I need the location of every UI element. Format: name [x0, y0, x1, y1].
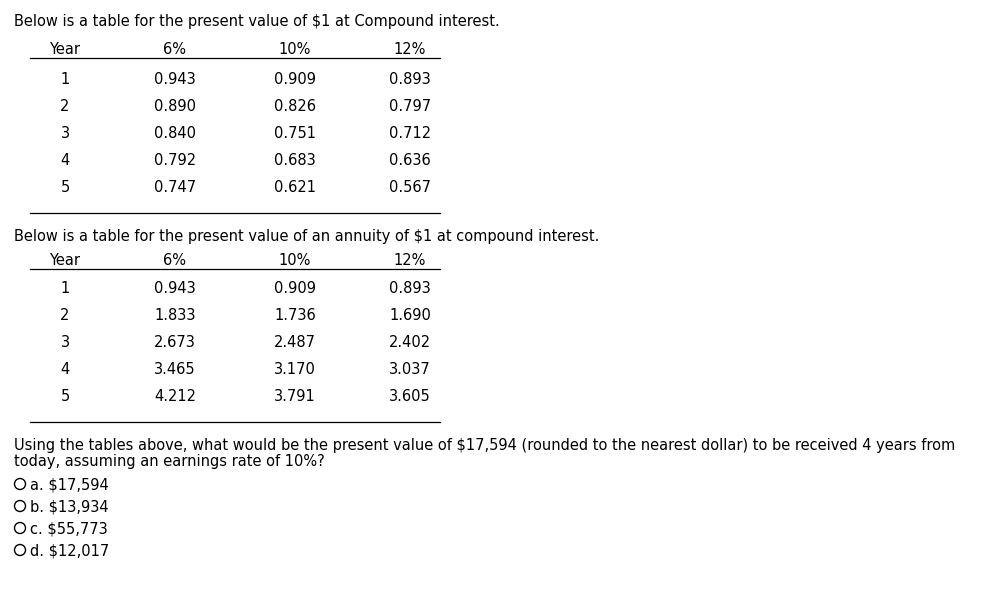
Text: 0.797: 0.797 — [389, 99, 431, 114]
Text: 4: 4 — [60, 153, 69, 168]
Text: Below is a table for the present value of an annuity of $1 at compound interest.: Below is a table for the present value o… — [14, 229, 599, 244]
Text: today, assuming an earnings rate of 10%?: today, assuming an earnings rate of 10%? — [14, 454, 324, 469]
Text: 3: 3 — [60, 126, 69, 141]
Text: Using the tables above, what would be the present value of $17,594 (rounded to t: Using the tables above, what would be th… — [14, 438, 955, 453]
Text: 5: 5 — [60, 180, 69, 195]
Text: 1.833: 1.833 — [154, 308, 196, 323]
Text: 1.690: 1.690 — [389, 308, 431, 323]
Text: 0.909: 0.909 — [274, 72, 316, 87]
Text: 6%: 6% — [163, 42, 187, 57]
Text: 2: 2 — [60, 308, 69, 323]
Text: 5: 5 — [60, 389, 69, 404]
Text: 0.826: 0.826 — [274, 99, 316, 114]
Text: 3: 3 — [60, 335, 69, 350]
Text: 10%: 10% — [279, 42, 312, 57]
Text: Year: Year — [49, 42, 80, 57]
Text: 12%: 12% — [394, 253, 426, 268]
Text: 2: 2 — [60, 99, 69, 114]
Text: 2.487: 2.487 — [274, 335, 316, 350]
Text: 1: 1 — [60, 72, 69, 87]
Text: b. $13,934: b. $13,934 — [30, 500, 108, 515]
Text: Year: Year — [49, 253, 80, 268]
Text: 0.712: 0.712 — [389, 126, 431, 141]
Text: 0.840: 0.840 — [154, 126, 196, 141]
Text: d. $12,017: d. $12,017 — [30, 544, 109, 559]
Text: c. $55,773: c. $55,773 — [30, 522, 107, 537]
Text: 6%: 6% — [163, 253, 187, 268]
Text: Below is a table for the present value of $1 at Compound interest.: Below is a table for the present value o… — [14, 14, 499, 29]
Text: 0.751: 0.751 — [274, 126, 316, 141]
Text: 0.792: 0.792 — [154, 153, 196, 168]
Text: 4.212: 4.212 — [154, 389, 196, 404]
Text: 2.673: 2.673 — [154, 335, 196, 350]
Text: 3.791: 3.791 — [274, 389, 315, 404]
Text: 0.747: 0.747 — [154, 180, 196, 195]
Text: 0.943: 0.943 — [154, 72, 196, 87]
Text: 3.605: 3.605 — [389, 389, 431, 404]
Text: 0.621: 0.621 — [274, 180, 316, 195]
Text: 3.465: 3.465 — [154, 362, 196, 377]
Text: 10%: 10% — [279, 253, 312, 268]
Text: 0.636: 0.636 — [389, 153, 431, 168]
Text: 1.736: 1.736 — [274, 308, 315, 323]
Text: 2.402: 2.402 — [389, 335, 431, 350]
Text: 3.170: 3.170 — [274, 362, 315, 377]
Text: 0.909: 0.909 — [274, 281, 316, 296]
Text: 0.943: 0.943 — [154, 281, 196, 296]
Text: 0.567: 0.567 — [389, 180, 431, 195]
Text: a. $17,594: a. $17,594 — [30, 478, 108, 493]
Text: 0.890: 0.890 — [154, 99, 196, 114]
Text: 0.683: 0.683 — [274, 153, 315, 168]
Text: 0.893: 0.893 — [389, 72, 431, 87]
Text: 1: 1 — [60, 281, 69, 296]
Text: 4: 4 — [60, 362, 69, 377]
Text: 3.037: 3.037 — [389, 362, 431, 377]
Text: 12%: 12% — [394, 42, 426, 57]
Text: 0.893: 0.893 — [389, 281, 431, 296]
